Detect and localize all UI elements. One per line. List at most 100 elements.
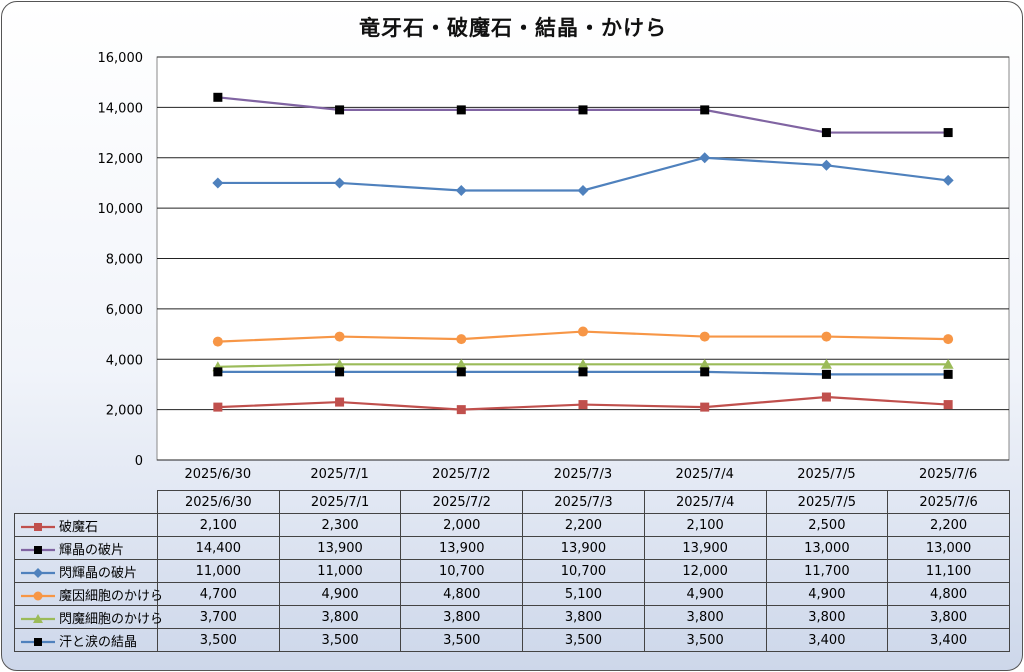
series-name: 汗と涙の結晶 (59, 634, 138, 650)
table-cell: 4,900 (643, 582, 767, 606)
table-cell: 3,800 (400, 605, 524, 629)
table-cell: 3,800 (522, 605, 645, 629)
x-tick-label: 2025/7/4 (676, 467, 734, 482)
table-column-header: 2025/7/1 (278, 490, 402, 514)
marker-triangle (820, 358, 832, 369)
y-tick-label: 10,000 (98, 202, 144, 217)
table-cell: 14,400 (157, 536, 280, 560)
marker-square (700, 367, 710, 377)
legend-key-graphic (21, 591, 55, 601)
series-label-cell: 魔因細胞のかけら (14, 582, 163, 606)
table-cell: 3,500 (400, 628, 524, 652)
table-cell: 2,100 (643, 513, 767, 537)
table-row: 輝晶の破片 14,400 13,900 13,900 13,900 13,900 13,00… (14, 536, 1010, 560)
marker-circle (334, 331, 345, 342)
marker-square (456, 367, 466, 377)
marker-diamond (33, 568, 43, 578)
table-cell: 4,800 (887, 582, 1010, 606)
marker-square (578, 105, 588, 115)
series-4 (212, 358, 954, 372)
table-cell: 4,800 (400, 582, 524, 606)
table-cell: 3,800 (643, 605, 767, 629)
y-tick-label: 4,000 (106, 353, 143, 368)
series-2 (212, 152, 954, 196)
table-cell: 11,000 (278, 559, 402, 583)
series-0 (213, 392, 953, 415)
table-column-header: 2025/7/6 (887, 490, 1010, 514)
marker-square (943, 369, 953, 379)
table-column-header: 2025/7/4 (643, 490, 767, 514)
series-label-cell: 閃魔細胞のかけら (14, 605, 163, 629)
marker-square (335, 105, 345, 115)
y-tick-label: 8,000 (106, 253, 143, 268)
legend-key-icon (19, 636, 57, 648)
marker-square (34, 546, 42, 554)
marker-diamond (455, 184, 467, 196)
series-1 (213, 92, 953, 138)
x-tick-label: 2025/6/30 (185, 467, 252, 482)
marker-circle (212, 336, 223, 347)
table-cell: 3,400 (887, 628, 1010, 652)
marker-circle (33, 591, 43, 601)
marker-diamond (577, 184, 589, 196)
table-cell: 11,700 (765, 559, 889, 583)
series-label-cell: 輝晶の破片 (14, 536, 158, 560)
table-cell: 4,700 (157, 582, 280, 606)
legend-key-graphic (21, 638, 55, 646)
table-cell: 2,200 (522, 513, 645, 537)
legend-key-icon (19, 613, 57, 625)
series-name: 閃輝晶の破片 (59, 565, 138, 581)
table-cell: 13,900 (643, 536, 767, 560)
x-tick-label: 2025/7/5 (797, 467, 855, 482)
y-tick-label: 16,000 (98, 51, 144, 66)
legend-key-icon (19, 590, 57, 602)
table-row: 魔因細胞のかけら 4,700 4,900 4,800 5,100 4,900 4,900 4,… (14, 582, 1010, 606)
table-column-header: 2025/7/3 (522, 490, 645, 514)
table-cell: 2,000 (400, 513, 524, 537)
marker-diamond (699, 152, 711, 164)
y-tick-label: 0 (135, 454, 143, 469)
marker-diamond (212, 177, 224, 189)
legend-key-graphic (21, 546, 55, 554)
table-row: 汗と涙の結晶 3,500 3,500 3,500 3,500 3,500 3,400 3,40… (14, 628, 1010, 652)
chart-title: 竜牙石・破魔石・結晶・かけら (359, 16, 667, 40)
y-tick-label: 12,000 (98, 152, 144, 167)
marker-diamond (942, 174, 954, 186)
series-name: 輝晶の破片 (59, 542, 125, 558)
marker-circle (943, 334, 954, 345)
marker-square (335, 397, 345, 407)
marker-square (213, 367, 223, 377)
table-cell: 2,500 (765, 513, 889, 537)
table-cell: 2,100 (157, 513, 280, 537)
series-label-cell: 破魔石 (14, 513, 158, 537)
series-label-cell: 汗と涙の結晶 (14, 628, 158, 652)
table-cell: 13,900 (400, 536, 524, 560)
legend-key-icon (19, 567, 57, 579)
marker-square (335, 367, 345, 377)
table-cell: 5,100 (522, 582, 645, 606)
marker-circle (821, 331, 832, 342)
data-table: 2025/6/30 2025/7/1 2025/7/2 2025/7/3 2025/7/… (14, 490, 1010, 652)
marker-square (456, 105, 466, 115)
marker-square (578, 367, 588, 377)
table-cell: 3,400 (765, 628, 889, 652)
table-cell: 13,000 (887, 536, 1010, 560)
series-3 (212, 326, 954, 347)
legend-key-icon (19, 521, 57, 533)
table-cell: 13,000 (765, 536, 889, 560)
marker-square (700, 402, 710, 412)
marker-diamond (820, 159, 832, 171)
series-name: 閃魔細胞のかけら (59, 611, 164, 627)
table-cell: 3,800 (765, 605, 889, 629)
marker-triangle (334, 358, 346, 369)
table-cell: 4,900 (278, 582, 402, 606)
marker-square (456, 405, 466, 415)
table-cell: 2,200 (887, 513, 1010, 537)
table-column-header: 2025/7/5 (765, 490, 889, 514)
marker-triangle (577, 358, 589, 369)
marker-triangle (33, 614, 43, 623)
table-cell: 11,100 (887, 559, 1010, 583)
table-column-header: 2025/7/2 (400, 490, 524, 514)
table-cell: 3,800 (887, 605, 1010, 629)
marker-triangle (455, 358, 467, 369)
